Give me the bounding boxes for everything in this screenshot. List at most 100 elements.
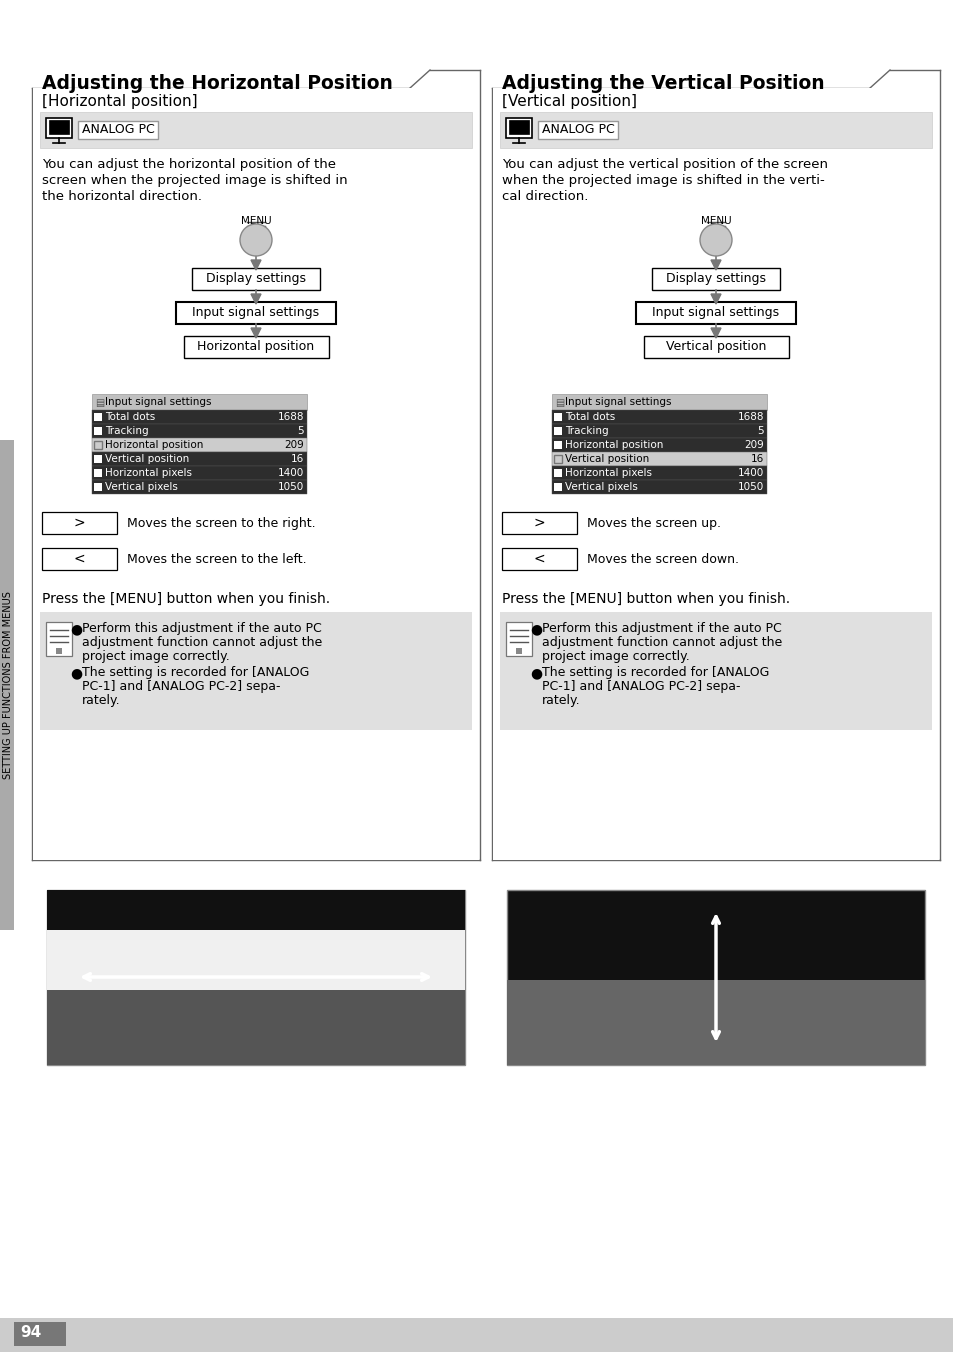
Bar bbox=[552, 466, 766, 480]
Text: Press the [MENU] button when you finish.: Press the [MENU] button when you finish. bbox=[42, 592, 330, 606]
Text: ●: ● bbox=[530, 622, 541, 635]
Circle shape bbox=[240, 224, 272, 256]
Text: Adjusting the Vertical Position: Adjusting the Vertical Position bbox=[501, 74, 823, 93]
Text: 1400: 1400 bbox=[277, 468, 304, 479]
Bar bbox=[552, 438, 766, 452]
Text: Moves the screen up.: Moves the screen up. bbox=[586, 516, 720, 530]
Text: The setting is recorded for [ANALOG: The setting is recorded for [ANALOG bbox=[82, 667, 309, 679]
Text: Perform this adjustment if the auto PC: Perform this adjustment if the auto PC bbox=[541, 622, 781, 635]
Text: ●: ● bbox=[530, 667, 541, 680]
Text: 1400: 1400 bbox=[737, 468, 763, 479]
Bar bbox=[91, 438, 307, 452]
Text: ANALOG PC: ANALOG PC bbox=[541, 123, 614, 137]
Bar bbox=[505, 622, 532, 656]
Text: rately.: rately. bbox=[541, 694, 580, 707]
Bar bbox=[552, 410, 766, 425]
Bar bbox=[552, 480, 766, 493]
Text: Vertical position: Vertical position bbox=[105, 454, 189, 464]
Text: 16: 16 bbox=[291, 454, 304, 464]
Text: project image correctly.: project image correctly. bbox=[82, 650, 230, 662]
Bar bbox=[94, 412, 102, 420]
Bar bbox=[56, 648, 62, 654]
Bar bbox=[192, 268, 319, 289]
Bar bbox=[40, 612, 472, 730]
Text: Moves the screen to the left.: Moves the screen to the left. bbox=[127, 553, 306, 566]
Polygon shape bbox=[710, 329, 720, 338]
Polygon shape bbox=[251, 260, 261, 270]
Bar bbox=[94, 469, 102, 477]
Bar bbox=[506, 980, 924, 1065]
Bar bbox=[91, 452, 307, 466]
Text: Moves the screen down.: Moves the screen down. bbox=[586, 553, 739, 566]
Text: 1688: 1688 bbox=[277, 412, 304, 422]
Text: the horizontal direction.: the horizontal direction. bbox=[42, 191, 202, 203]
Bar bbox=[78, 120, 158, 139]
Text: when the projected image is shifted in the verti-: when the projected image is shifted in t… bbox=[501, 174, 824, 187]
Text: Press the [MENU] button when you finish.: Press the [MENU] button when you finish. bbox=[501, 592, 789, 606]
Bar bbox=[499, 112, 931, 147]
Bar bbox=[501, 512, 577, 534]
Text: The setting is recorded for [ANALOG: The setting is recorded for [ANALOG bbox=[541, 667, 768, 679]
Bar bbox=[493, 88, 938, 860]
Text: Input signal settings: Input signal settings bbox=[193, 306, 319, 319]
Bar bbox=[552, 452, 766, 466]
Text: PC-1] and [ANALOG PC-2] sepa-: PC-1] and [ANALOG PC-2] sepa- bbox=[541, 680, 740, 694]
Bar bbox=[49, 120, 69, 134]
Bar bbox=[184, 337, 329, 358]
Bar bbox=[42, 512, 117, 534]
Bar bbox=[506, 890, 924, 1065]
Bar bbox=[554, 412, 561, 420]
Text: <: < bbox=[533, 552, 544, 566]
Bar bbox=[554, 456, 561, 462]
Bar bbox=[46, 118, 71, 138]
Bar bbox=[94, 427, 102, 435]
Text: [Vertical position]: [Vertical position] bbox=[501, 95, 637, 110]
Text: 5: 5 bbox=[757, 426, 763, 435]
Text: SETTING UP FUNCTIONS FROM MENUS: SETTING UP FUNCTIONS FROM MENUS bbox=[3, 591, 13, 779]
Text: Display settings: Display settings bbox=[665, 272, 765, 285]
Text: You can adjust the horizontal position of the: You can adjust the horizontal position o… bbox=[42, 158, 335, 170]
Text: adjustment function cannot adjust the: adjustment function cannot adjust the bbox=[541, 635, 781, 649]
Bar bbox=[175, 301, 335, 324]
Bar bbox=[537, 120, 618, 139]
Text: Adjusting the Horizontal Position: Adjusting the Horizontal Position bbox=[42, 74, 393, 93]
Bar bbox=[47, 930, 464, 990]
Bar bbox=[94, 483, 102, 491]
Polygon shape bbox=[251, 329, 261, 338]
Polygon shape bbox=[710, 293, 720, 304]
Text: 1688: 1688 bbox=[737, 412, 763, 422]
Bar bbox=[40, 112, 472, 147]
Bar bbox=[91, 393, 307, 410]
Bar bbox=[94, 441, 102, 449]
Text: Horizontal pixels: Horizontal pixels bbox=[564, 468, 651, 479]
Bar bbox=[0, 1318, 953, 1352]
Bar bbox=[14, 1322, 66, 1347]
Bar bbox=[501, 548, 577, 571]
Text: ▤: ▤ bbox=[95, 397, 104, 408]
Bar bbox=[91, 425, 307, 438]
Bar bbox=[46, 622, 71, 656]
Text: project image correctly.: project image correctly. bbox=[541, 650, 689, 662]
Polygon shape bbox=[251, 293, 261, 304]
Bar bbox=[651, 268, 780, 289]
Text: >: > bbox=[533, 516, 544, 530]
Text: ▤: ▤ bbox=[555, 397, 563, 408]
Text: <: < bbox=[73, 552, 85, 566]
Text: MENU: MENU bbox=[700, 216, 731, 226]
Bar bbox=[505, 118, 532, 138]
Text: 5: 5 bbox=[297, 426, 304, 435]
Bar bbox=[516, 648, 521, 654]
Text: Vertical position: Vertical position bbox=[665, 339, 765, 353]
Text: screen when the projected image is shifted in: screen when the projected image is shift… bbox=[42, 174, 347, 187]
Text: You can adjust the vertical position of the screen: You can adjust the vertical position of … bbox=[501, 158, 827, 170]
Text: 1050: 1050 bbox=[737, 483, 763, 492]
Text: ●: ● bbox=[70, 622, 82, 635]
Text: 1050: 1050 bbox=[277, 483, 304, 492]
Text: Vertical pixels: Vertical pixels bbox=[564, 483, 638, 492]
Bar bbox=[0, 439, 14, 930]
Text: Input signal settings: Input signal settings bbox=[564, 397, 671, 407]
Text: 209: 209 bbox=[284, 439, 304, 450]
Bar bbox=[47, 890, 464, 930]
Text: cal direction.: cal direction. bbox=[501, 191, 588, 203]
Bar bbox=[42, 548, 117, 571]
